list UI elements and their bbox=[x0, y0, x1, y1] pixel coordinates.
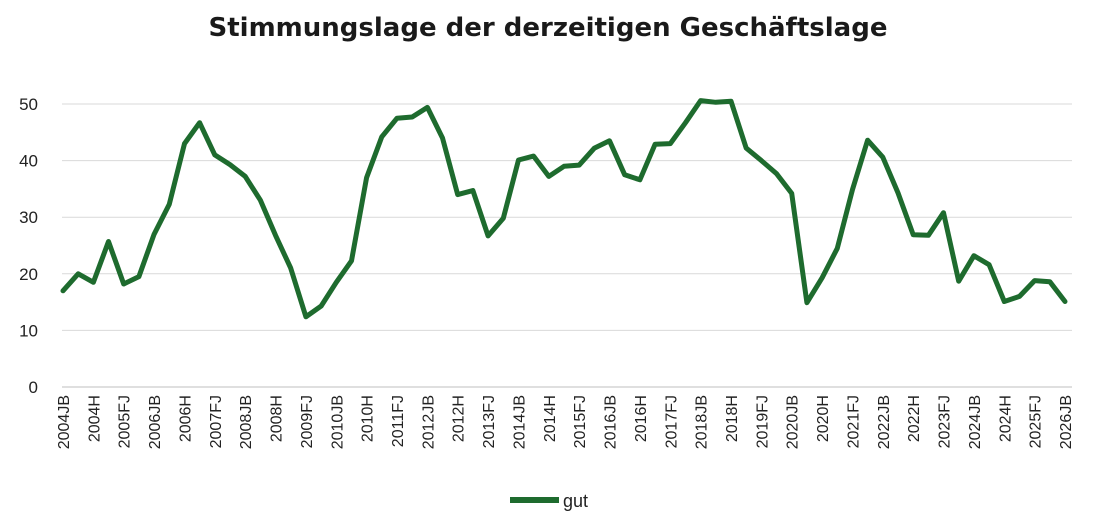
x-tick-label-2023FJ: 2023FJ bbox=[937, 395, 954, 448]
x-tick-label-2012H: 2012H bbox=[451, 395, 468, 442]
x-tick-label-2014JB: 2014JB bbox=[511, 395, 528, 449]
x-tick-label-2016H: 2016H bbox=[633, 395, 650, 442]
y-tick-label-40: 40 bbox=[19, 152, 38, 171]
y-tick-label-30: 30 bbox=[19, 208, 38, 227]
x-tick-label-2010H: 2010H bbox=[360, 395, 377, 442]
x-tick-label-2024JB: 2024JB bbox=[967, 395, 984, 449]
x-tick-label-2010JB: 2010JB bbox=[329, 395, 346, 449]
gridlines bbox=[62, 103, 1072, 388]
x-tick-label-2022H: 2022H bbox=[906, 395, 923, 442]
x-tick-label-2021FJ: 2021FJ bbox=[845, 395, 862, 448]
x-tick-label-2013FJ: 2013FJ bbox=[481, 395, 498, 448]
legend: gut bbox=[510, 491, 588, 511]
x-tick-label-2016JB: 2016JB bbox=[603, 395, 620, 449]
x-tick-label-2006H: 2006H bbox=[177, 395, 194, 442]
x-tick-label-2017FJ: 2017FJ bbox=[663, 395, 680, 448]
x-tick-label-2020JB: 2020JB bbox=[785, 395, 802, 449]
x-tick-label-2018H: 2018H bbox=[724, 395, 741, 442]
y-tick-label-10: 10 bbox=[19, 321, 38, 340]
series-line-gut bbox=[60, 98, 1068, 320]
x-tick-label-2008H: 2008H bbox=[269, 395, 286, 442]
x-tick-label-2022JB: 2022JB bbox=[876, 395, 893, 449]
x-tick-label-2026JB: 2026JB bbox=[1058, 395, 1075, 449]
x-tick-label-2014H: 2014H bbox=[542, 395, 559, 442]
series-lines bbox=[60, 98, 1068, 320]
legend-label-gut: gut bbox=[563, 491, 588, 511]
x-tick-label-2024H: 2024H bbox=[997, 395, 1014, 442]
y-tick-label-50: 50 bbox=[19, 95, 38, 114]
x-tick-label-2007FJ: 2007FJ bbox=[208, 395, 225, 448]
x-tick-label-2012JB: 2012JB bbox=[420, 395, 437, 449]
chart-title: Stimmungslage der derzeitigen Geschäftsl… bbox=[209, 13, 888, 43]
x-tick-label-2019FJ: 2019FJ bbox=[754, 395, 771, 448]
x-axis-ticks: 2004JB 2004H 2005FJ 2006JB 2006H 2007FJ 2008JB… bbox=[56, 395, 1075, 449]
x-tick-label-2005FJ: 2005FJ bbox=[117, 395, 134, 448]
x-tick-label-2018JB: 2018JB bbox=[694, 395, 711, 449]
x-tick-label-2004JB: 2004JB bbox=[56, 395, 73, 449]
x-tick-label-2015FJ: 2015FJ bbox=[572, 395, 589, 448]
y-tick-label-20: 20 bbox=[19, 265, 38, 284]
x-tick-label-2008JB: 2008JB bbox=[238, 395, 255, 449]
y-axis-ticks: 0 10 20 30 40 50 bbox=[19, 95, 38, 397]
x-tick-label-2011FJ: 2011FJ bbox=[390, 395, 407, 447]
x-tick-label-2009FJ: 2009FJ bbox=[299, 395, 316, 448]
y-tick-label-0: 0 bbox=[29, 378, 38, 397]
x-tick-label-2020H: 2020H bbox=[815, 395, 832, 442]
x-tick-label-2025FJ: 2025FJ bbox=[1028, 395, 1045, 448]
x-tick-label-2006JB: 2006JB bbox=[147, 395, 164, 449]
x-tick-label-2004H: 2004H bbox=[86, 395, 103, 442]
